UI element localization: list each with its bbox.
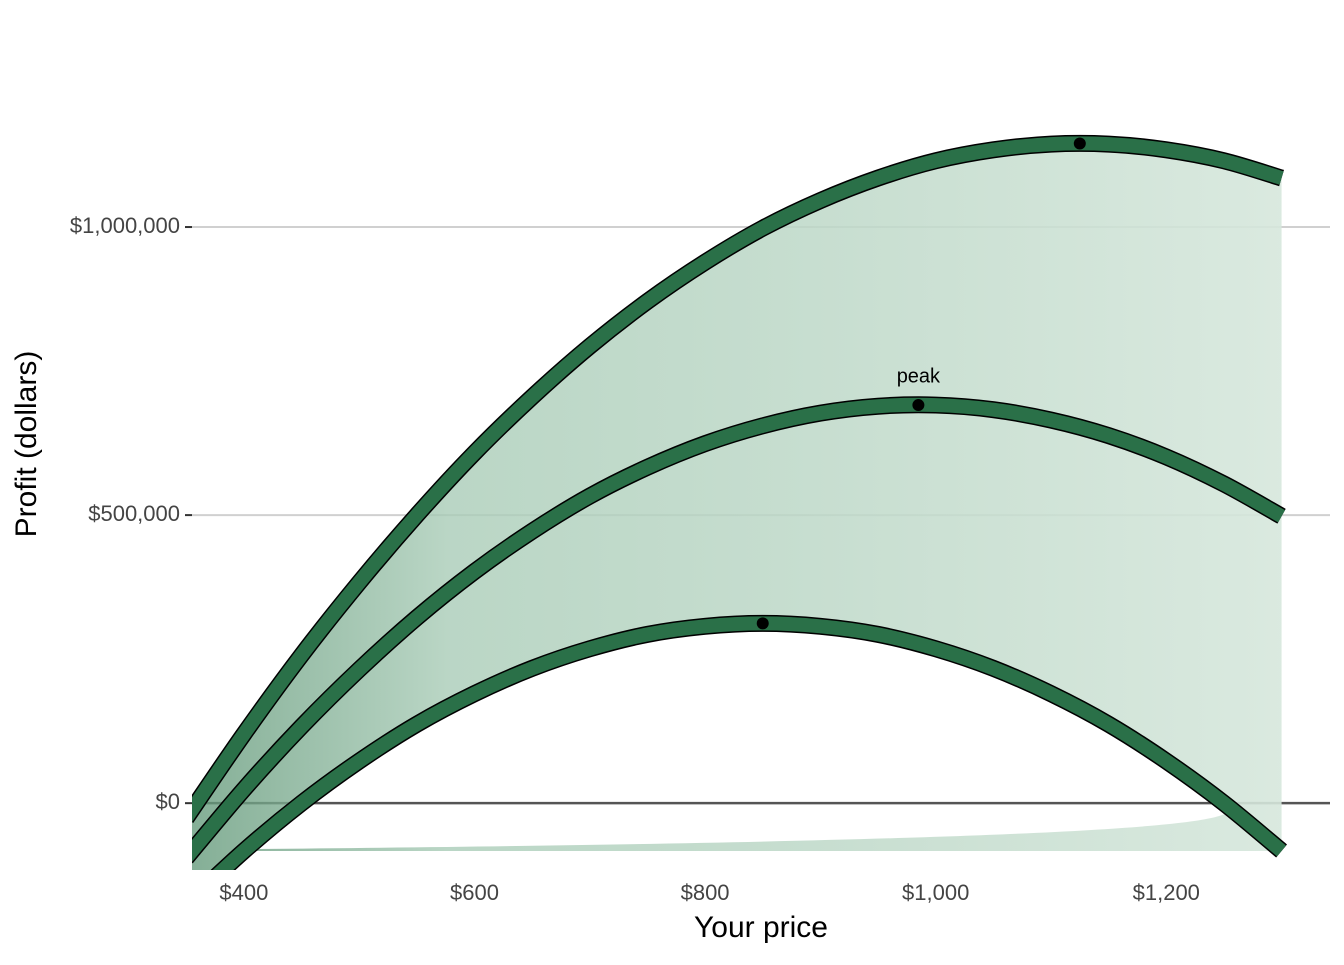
peak-point [912,399,925,412]
x-tick-label: $600 [450,880,499,905]
y-tick-label: $500,000 [88,501,180,526]
peak-point [756,617,769,630]
peak-label: peak [897,365,941,387]
y-axis-title: Profit (dollars) [10,351,43,538]
y-tick-label: $1,000,000 [70,213,180,238]
x-tick-label: $800 [681,880,730,905]
curve [192,397,1285,862]
x-tick-label: $400 [219,880,268,905]
x-tick-label: $1,000 [902,880,969,905]
x-axis-title: Your price [694,911,828,944]
plot-area [192,134,1288,870]
axes: $0 $500,000 $1,000,000 $400 $600 $800 $1,000 $1… [70,213,1200,905]
x-tick-label: $1,200 [1133,880,1200,905]
curve [212,616,1287,870]
y-tick-label: $0 [156,789,180,814]
peak-point [1073,137,1086,150]
band [192,143,1282,870]
